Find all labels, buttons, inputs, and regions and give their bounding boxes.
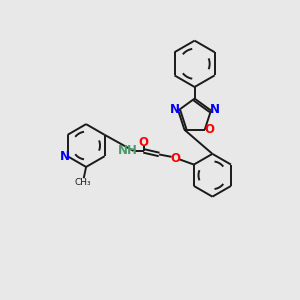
Text: O: O xyxy=(139,136,149,149)
Text: N: N xyxy=(60,150,70,163)
Text: NH: NH xyxy=(118,144,138,158)
Text: CH₃: CH₃ xyxy=(75,178,92,188)
Text: O: O xyxy=(204,123,214,136)
Text: N: N xyxy=(209,103,220,116)
Text: O: O xyxy=(170,152,181,164)
Text: N: N xyxy=(169,103,180,116)
